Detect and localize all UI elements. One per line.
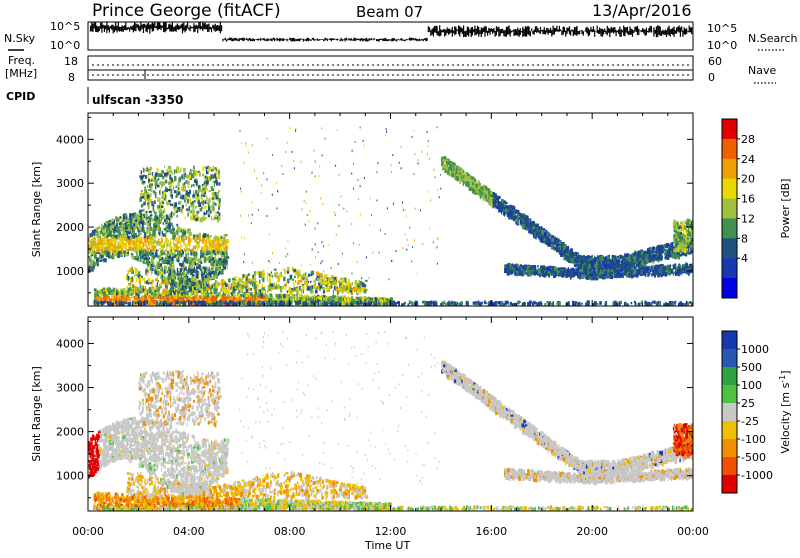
date-label: 13/Apr/2016 — [592, 1, 692, 20]
nsearch-tick-bottom: 10^0 — [707, 39, 737, 52]
freq-tick-bottom: 8 — [68, 71, 75, 84]
colorbar-segment — [722, 278, 737, 298]
colorbar-tick-label: 16 — [741, 193, 755, 206]
colorbar-segment — [722, 139, 737, 159]
y-tick-label: 1000 — [56, 470, 84, 483]
y-tick-label: 4000 — [56, 337, 84, 350]
velocity-panel: 1000 2000 3000 4000 Slant Range [km] 1000 500 1… — [30, 317, 792, 513]
colorbar-tick-label: -1000 — [741, 469, 773, 482]
y-tick-label: 3000 — [56, 177, 84, 190]
y-axis-title: Slant Range [km] — [30, 366, 43, 462]
colorbar-tick-label: -25 — [741, 415, 759, 428]
colorbar-segment — [722, 421, 737, 440]
colorbar-tick-label: 28 — [741, 133, 755, 146]
beam-label: Beam 07 — [356, 3, 423, 21]
nsearch-label: N.Search — [748, 32, 798, 45]
freq-tick-top: 18 — [64, 55, 78, 68]
colorbar-tick-label: -100 — [741, 433, 766, 446]
colorbar-tick-label: -500 — [741, 451, 766, 464]
colorbar-tick-label: 4 — [741, 252, 748, 265]
colorbar-tick-label: 25 — [741, 397, 755, 410]
colorbar-tick-label: 12 — [741, 212, 755, 225]
colorbar-segment — [722, 331, 737, 350]
nave-tick-top: 60 — [708, 55, 722, 68]
x-tick-label: 20:00 — [576, 525, 608, 538]
nsky-panel: N.Sky 10^5 10^0 10^5 10^0 N.Search — [4, 20, 798, 52]
colorbar-segment — [722, 199, 737, 219]
station-title: Prince George (fitACF) — [92, 1, 281, 21]
nsky-label: N.Sky — [4, 32, 36, 45]
nsky-trace — [91, 22, 692, 42]
colorbar-segment — [722, 403, 737, 422]
colorbar-tick-label: 500 — [741, 361, 762, 374]
colorbar-tick-label: 20 — [741, 173, 755, 186]
x-axis-title: Time UT — [364, 539, 410, 552]
colorbar-segment — [722, 457, 737, 476]
colorbar-segment — [722, 218, 737, 238]
nsearch-tick-top: 10^5 — [707, 22, 737, 35]
x-tick-label: 12:00 — [375, 525, 407, 538]
y-tick-label: 1000 — [56, 265, 84, 278]
colorbar-segment — [722, 159, 737, 179]
colorbar-label: Power [dB] — [779, 179, 792, 239]
colorbar-tick-label: 1000 — [741, 343, 769, 356]
colorbar-tick-label: 8 — [741, 232, 748, 245]
colorbar-segment — [722, 385, 737, 404]
colorbar-label: Velocity [m s-1] — [778, 370, 792, 453]
cpid-value: ulfscan -3350 — [92, 93, 183, 107]
colorbar-segment — [722, 475, 737, 494]
x-tick-label: 08:00 — [274, 525, 306, 538]
nsky-tick-top: 10^5 — [50, 20, 80, 33]
colorbar-tick-label: 24 — [741, 153, 755, 166]
colorbar-segment — [722, 349, 737, 368]
echo-pixels — [88, 331, 696, 514]
colorbar-tick-label: 100 — [741, 379, 762, 392]
colorbar-segment — [722, 439, 737, 458]
x-tick-label: 00:00 — [72, 525, 104, 538]
colorbar-segment — [722, 119, 737, 139]
time-axis: 00:00 04:00 08:00 12:00 16:00 20:00 00:00 — [72, 525, 709, 538]
nave-tick-bottom: 0 — [708, 71, 715, 84]
y-tick-label: 2000 — [56, 426, 84, 439]
y-tick-label: 2000 — [56, 221, 84, 234]
y-axis-title: Slant Range [km] — [30, 162, 43, 258]
x-tick-label: 00:00 — [677, 525, 709, 538]
x-tick-label: 16:00 — [475, 525, 507, 538]
y-tick-label: 3000 — [56, 382, 84, 395]
cpid-label: CPID — [6, 90, 35, 103]
colorbar-segment — [722, 238, 737, 258]
freq-label: Freq. — [8, 54, 35, 67]
echo-pixels — [88, 126, 696, 308]
freq-panel: Freq. [MHz] 18 8 60 0 Nave — [5, 54, 776, 84]
nsky-trace-line — [91, 22, 692, 42]
freq-unit: [MHz] — [5, 67, 37, 80]
x-tick-label: 04:00 — [173, 525, 205, 538]
nsky-tick-bottom: 10^0 — [50, 39, 80, 52]
colorbar-segment — [722, 367, 737, 386]
y-tick-label: 4000 — [56, 133, 84, 146]
power-panel: 1000 2000 3000 4000 Slant Range [km] 28 24 20 16… — [30, 113, 792, 308]
colorbar-segment — [722, 258, 737, 278]
colorbar-segment — [722, 179, 737, 199]
nave-label: Nave — [748, 64, 776, 77]
